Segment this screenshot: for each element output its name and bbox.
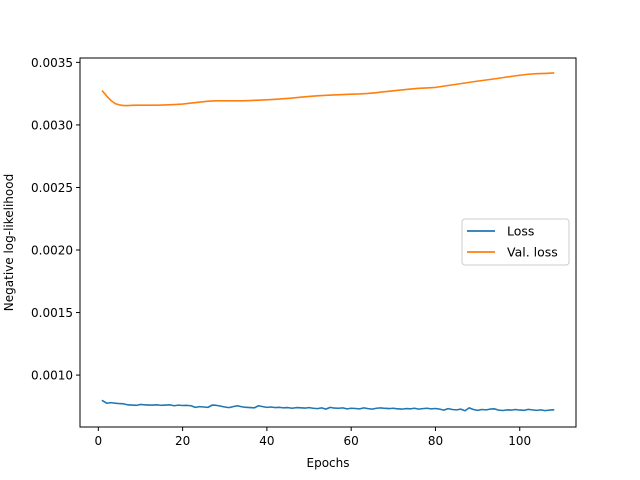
x-tick-label: 20 [175,434,190,448]
x-tick-label: 80 [428,434,443,448]
x-tick-label: 40 [259,434,274,448]
y-axis-title: Negative log-likelihood [2,174,16,311]
y-tick-label: 0.0030 [31,118,73,132]
x-axis: 0 20 40 60 80 100 [95,427,531,448]
x-tick-label: 60 [344,434,359,448]
y-tick-label: 0.0010 [31,369,73,383]
x-tick-label: 0 [95,434,103,448]
legend-label-val-loss: Val. loss [507,245,558,260]
legend: Loss Val. loss [461,218,570,266]
y-tick-label: 0.0035 [31,56,73,70]
x-tick-label: 100 [508,434,531,448]
x-axis-title: Epochs [307,456,350,470]
series-line-loss [101,399,555,412]
legend-label-loss: Loss [507,224,534,239]
y-tick-label: 0.0015 [31,306,73,320]
y-axis: 0.0010 0.0015 0.0020 0.0025 0.0030 0.0035 [31,56,80,383]
series-line-val-loss [101,72,555,107]
series-layer [101,72,555,412]
axes-frame [79,57,577,428]
plot-area [79,57,577,428]
y-tick-label: 0.0020 [31,244,73,258]
y-tick-label: 0.0025 [31,181,73,195]
